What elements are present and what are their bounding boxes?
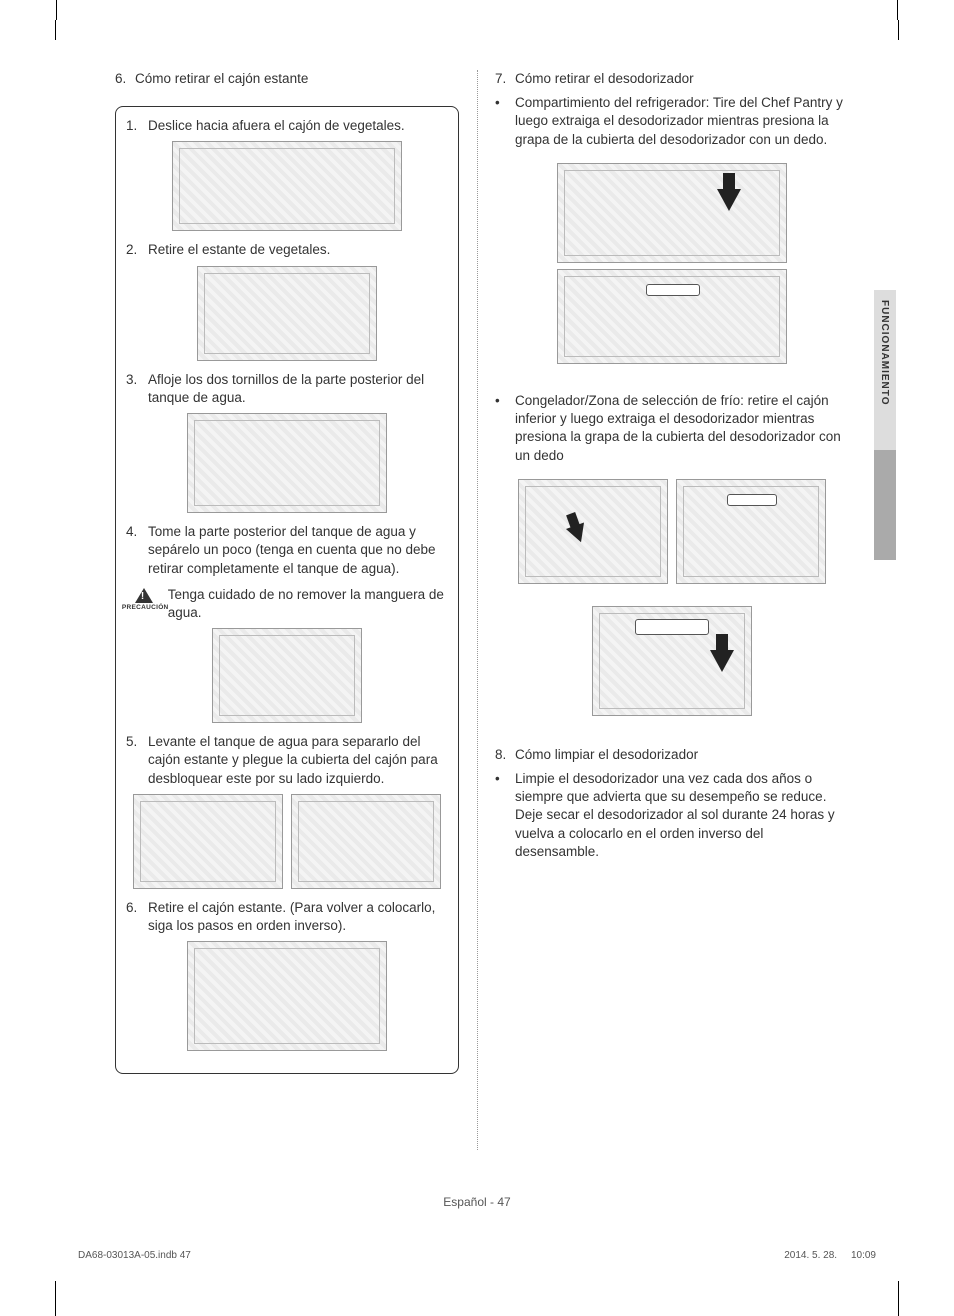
step-3: 3. Afloje los dos tornillos de la parte … <box>126 371 448 407</box>
left-column: 6. Cómo retirar el cajón estante 1. Desl… <box>60 70 477 1150</box>
step-number: 3. <box>126 371 148 407</box>
deodorizer-slot-icon <box>646 284 700 296</box>
illustration-freezer-b <box>676 479 826 584</box>
step-4: 4. Tome la parte posterior del tanque de… <box>126 523 448 578</box>
illustration-freezer-a <box>518 479 668 584</box>
crop-mark <box>55 20 75 40</box>
illustration-drawer-remove <box>187 941 387 1051</box>
step-1: 1. Deslice hacia afuera el cajón de vege… <box>126 117 448 135</box>
deodorizer-slot-icon <box>727 494 777 506</box>
caution-label: PRECAUCIÓN <box>122 604 158 613</box>
bullet-fridge: • Compartimiento del refrigerador: Tire … <box>495 94 849 149</box>
arrow-down-icon <box>710 650 734 672</box>
illustration-shelf-remove <box>197 266 377 361</box>
heading-text: Cómo limpiar el desodorizador <box>515 746 698 764</box>
page-footer: Español - 47 <box>0 1195 954 1209</box>
illustration-deodorizer-bottom <box>557 269 787 364</box>
illustration-pair-freezer <box>495 479 849 584</box>
step-text: Afloje los dos tornillos de la parte pos… <box>148 371 448 407</box>
illustration-tank-lift-a <box>133 794 283 889</box>
step-text: Retire el cajón estante. (Para volver a … <box>148 899 448 935</box>
arrow-down-icon <box>717 189 741 211</box>
step-number: 6. <box>126 899 148 935</box>
step-number: 1. <box>126 117 148 135</box>
step-text: Retire el estante de vegetales. <box>148 241 330 259</box>
bullet-clean: • Limpie el desodorizador una vez cada d… <box>495 770 849 861</box>
illustration-tank-lift-b <box>291 794 441 889</box>
print-meta-file: DA68-03013A-05.indb 47 <box>78 1250 191 1261</box>
crop-mark <box>55 1261 75 1281</box>
section-heading-8: 8. Cómo limpiar el desodorizador <box>495 746 849 764</box>
bullet-icon: • <box>495 392 515 465</box>
crop-mark <box>879 1261 899 1281</box>
bullet-freezer: • Congelador/Zona de selección de frío: … <box>495 392 849 465</box>
heading-number: 7. <box>495 70 515 88</box>
bullet-icon: • <box>495 94 515 149</box>
print-meta-datetime: 2014. 5. 28. 10:09 <box>784 1250 876 1261</box>
heading-number: 8. <box>495 746 515 764</box>
step-text: Tome la parte posterior del tanque de ag… <box>148 523 448 578</box>
caution-row: PRECAUCIÓN Tenga cuidado de no remover l… <box>126 586 448 622</box>
step-number: 4. <box>126 523 148 578</box>
step-number: 2. <box>126 241 148 259</box>
caution-text: Tenga cuidado de no remover la manguera … <box>168 586 448 622</box>
manual-page: FUNCIONAMIENTO 6. Cómo retirar el cajón … <box>0 0 954 1301</box>
section-heading-7: 7. Cómo retirar el desodorizador <box>495 70 849 88</box>
print-date: 2014. 5. 28. <box>784 1250 837 1261</box>
step-2: 2. Retire el estante de vegetales. <box>126 241 448 259</box>
bullet-text: Limpie el desodorizador una vez cada dos… <box>515 771 826 804</box>
warning-icon <box>135 588 153 603</box>
step-text: Deslice hacia afuera el cajón de vegetal… <box>148 117 405 135</box>
print-time: 10:09 <box>851 1250 876 1261</box>
bullet-icon: • <box>495 770 515 861</box>
section-heading: 6. Cómo retirar el cajón estante <box>115 70 459 88</box>
bullet-text: Compartimiento del refrigerador: Tire de… <box>515 94 849 149</box>
step-number: 5. <box>126 733 148 788</box>
heading-number: 6. <box>115 70 135 88</box>
steps-box: 1. Deslice hacia afuera el cajón de vege… <box>115 106 459 1074</box>
heading-text: Cómo retirar el desodorizador <box>515 70 694 88</box>
step-5: 5. Levante el tanque de agua para separa… <box>126 733 448 788</box>
bullet-body: Limpie el desodorizador una vez cada dos… <box>515 770 849 861</box>
bullet-text-cont: Deje secar el desodorizador al sol duran… <box>515 807 835 858</box>
illustration-pair <box>126 794 448 889</box>
deodorizer-slot-icon <box>635 619 709 635</box>
crop-mark <box>879 20 899 40</box>
right-column: 7. Cómo retirar el desodorizador • Compa… <box>477 70 894 1150</box>
illustration-screws <box>187 413 387 513</box>
step-6: 6. Retire el cajón estante. (Para volver… <box>126 899 448 935</box>
heading-text: Cómo retirar el cajón estante <box>135 70 308 88</box>
illustration-deodorizer-single <box>592 606 752 716</box>
illustration-tank-separate <box>212 628 362 723</box>
two-column-content: 6. Cómo retirar el cajón estante 1. Desl… <box>60 70 894 1150</box>
step-text: Levante el tanque de agua para separarlo… <box>148 733 448 788</box>
column-divider <box>477 70 478 1150</box>
bullet-text: Congelador/Zona de selección de frío: re… <box>515 392 849 465</box>
illustration-drawer-slide <box>172 141 402 231</box>
illustration-deodorizer-top <box>557 163 787 263</box>
